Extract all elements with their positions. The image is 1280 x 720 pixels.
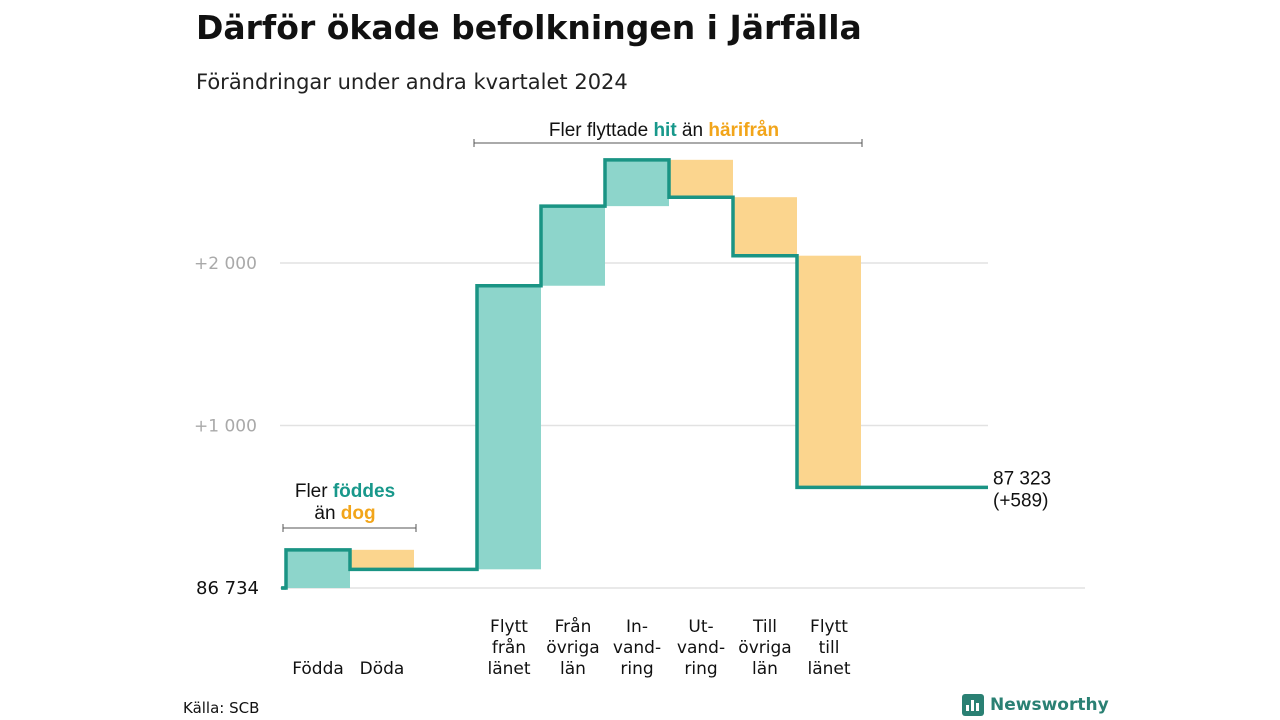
bar-flyttfrånlänet — [477, 285, 541, 570]
bar-chart-icon — [962, 694, 984, 716]
y-tick-baseline: 86 734 — [196, 578, 259, 599]
x-category-label: ring — [684, 659, 717, 679]
annotation-segment: Fler — [295, 481, 333, 502]
annotation-segment: dog — [341, 503, 376, 524]
x-category-label: In- — [626, 617, 648, 637]
x-category-label: vand- — [677, 638, 725, 658]
y-tick-label: +1 000 — [194, 417, 257, 437]
y-tick-label: +2 000 — [194, 254, 257, 274]
x-category-label: Flytt — [810, 617, 848, 637]
x-category-label: län — [560, 659, 586, 679]
brand-logo: Newsworthy — [962, 694, 1109, 716]
bar-flytttilllänet — [797, 255, 861, 488]
annotation-text: än dog — [314, 503, 375, 524]
annotation-segment: än — [677, 120, 709, 141]
x-category-label: länet — [487, 659, 530, 679]
chart-title: Därför ökade befolkningen i Järfälla — [196, 8, 862, 47]
annotation-segment: härifrån — [708, 120, 779, 141]
final-change-label: (+589) — [993, 490, 1048, 511]
final-value-label: 87 323 — [993, 468, 1051, 489]
x-category-label: Döda — [360, 659, 405, 679]
annotation-text: Fler flyttade hit än härifrån — [549, 120, 779, 141]
bar-frånövrigalän — [541, 206, 605, 286]
x-category-label: Från — [555, 616, 592, 637]
bar-födda — [286, 549, 350, 588]
source-note: Källa: SCB — [183, 699, 260, 717]
x-category-label: övriga — [738, 638, 791, 658]
brand-name: Newsworthy — [990, 695, 1109, 715]
x-category-label: övriga — [546, 638, 599, 658]
x-category-label: ring — [620, 659, 653, 679]
x-category-label: Ut- — [688, 617, 713, 637]
bar-invandring — [605, 159, 669, 207]
x-category-label: Födda — [292, 659, 344, 679]
x-category-label: länet — [807, 659, 850, 679]
x-category-label: vand- — [613, 638, 661, 658]
x-category-label: till — [819, 638, 840, 658]
bar-utvandring — [669, 159, 733, 198]
annotation-segment: Fler flyttade — [549, 120, 654, 141]
gridlines — [280, 262, 1085, 589]
chart-subtitle: Förändringar under andra kvartalet 2024 — [196, 70, 628, 94]
running-total-path — [281, 158, 988, 590]
annotation-segment: hit — [653, 120, 677, 141]
annotation-segment: föddes — [333, 481, 395, 502]
bars — [286, 159, 861, 588]
x-category-label: Till — [752, 617, 777, 637]
x-category-label: från — [492, 637, 526, 658]
x-category-label: Flytt — [490, 617, 528, 637]
annotation-segment: än — [314, 503, 340, 524]
running-total-line — [281, 158, 988, 590]
bar-tillövrigalän — [733, 197, 797, 256]
annotation-text: Fler föddes — [295, 481, 395, 502]
x-category-label: län — [752, 659, 778, 679]
bar-döda — [350, 549, 414, 570]
